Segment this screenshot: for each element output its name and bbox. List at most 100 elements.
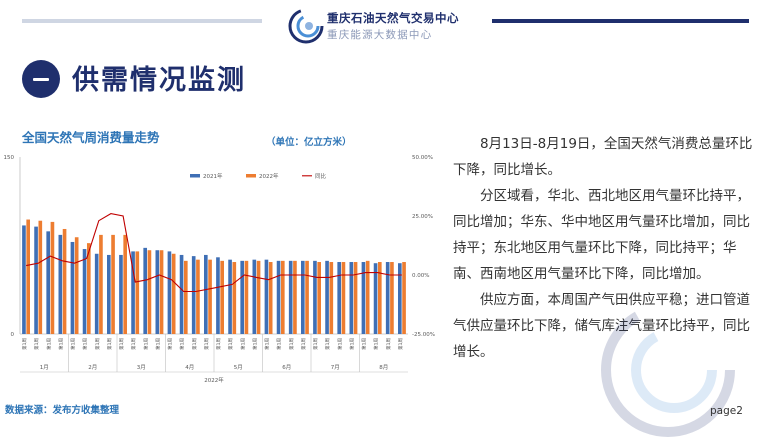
- bar-2021: [179, 254, 184, 334]
- paragraph-supply: 供应方面，本周国产气田供应平稳；进口管道气供应量环比下降，储气库注气量环比持平，…: [453, 292, 750, 360]
- bar-2021: [46, 231, 51, 334]
- org-name: 重庆石油天然气交易中心: [327, 11, 459, 25]
- bar-2021: [228, 259, 232, 334]
- header-right-bar: [492, 19, 749, 23]
- week-tick-label: 第1周: [288, 338, 295, 350]
- week-tick-label: 第1周: [397, 338, 404, 350]
- bar-2021: [70, 241, 75, 334]
- week-tick-label: 第1周: [227, 338, 234, 350]
- y-left-tick-label: 150: [4, 155, 15, 161]
- legend-swatch: [190, 174, 200, 178]
- bar-2021: [119, 254, 123, 334]
- org-subtitle: 重庆能源大数据中心: [327, 29, 433, 41]
- week-tick-label: 第1周: [130, 338, 137, 350]
- bar-2022: [377, 262, 382, 334]
- bar-2021: [373, 263, 378, 334]
- bar-2022: [220, 260, 224, 334]
- week-tick-label: 第1周: [45, 338, 52, 350]
- bar-2022: [38, 220, 43, 334]
- week-tick-label: 第1周: [276, 338, 283, 350]
- section-badge: [22, 60, 60, 98]
- bar-2021: [276, 260, 281, 334]
- week-tick-label: 第1周: [348, 338, 355, 350]
- bar-2022: [256, 260, 261, 334]
- legend-swatch: [246, 174, 256, 178]
- chart-unit: （单位：亿立方米）: [266, 137, 352, 148]
- bar-2022: [135, 251, 140, 334]
- bar-2021: [94, 253, 99, 334]
- week-tick-label: 第1周: [215, 338, 222, 350]
- chart-title: 全国天然气周消费量走势: [22, 130, 160, 145]
- legend-label: 2021年: [203, 172, 223, 180]
- bar-2021: [107, 254, 111, 334]
- week-tick-label: 第1周: [300, 338, 307, 350]
- week-tick-label: 第1周: [106, 338, 113, 350]
- y-right-tick-label: 25.00%: [412, 214, 433, 220]
- bar-2022: [50, 221, 55, 334]
- bar-2021: [288, 260, 293, 334]
- week-tick-label: 第1周: [251, 338, 258, 350]
- legend-label: 同比: [315, 172, 327, 180]
- bar-2022: [280, 260, 285, 334]
- week-tick-label: 第1周: [373, 338, 380, 350]
- bar-2022: [74, 237, 79, 334]
- data-source: 数据来源：发布方收集整理: [5, 405, 120, 416]
- y-left-tick-label: 0: [11, 332, 15, 338]
- bar-2022: [402, 262, 406, 334]
- week-tick-label: 第1周: [57, 338, 64, 350]
- week-tick-label: 第1周: [361, 338, 368, 350]
- month-label: 8月: [379, 364, 388, 371]
- week-tick-label: 第1周: [70, 338, 77, 350]
- bar-2021: [361, 262, 366, 334]
- bar-2021: [204, 254, 208, 334]
- bar-2021: [398, 263, 402, 334]
- bar-2022: [317, 262, 321, 334]
- week-tick-label: 第1周: [203, 338, 210, 350]
- week-tick-label: 第1周: [385, 338, 392, 350]
- bar-2022: [353, 262, 358, 334]
- week-tick-label: 第1周: [82, 338, 89, 350]
- month-label: 5月: [234, 364, 243, 371]
- week-tick-label: 第1周: [33, 338, 40, 350]
- bar-2022: [183, 260, 188, 334]
- month-label: 6月: [282, 364, 291, 371]
- bar-2021: [143, 247, 148, 334]
- org-logo-icon: [288, 8, 324, 44]
- bar-2022: [390, 262, 394, 334]
- bar-2022: [99, 234, 103, 334]
- bar-2022: [268, 262, 273, 334]
- bar-2022: [159, 250, 164, 334]
- month-label: 3月: [137, 364, 146, 371]
- y-right-tick-label: 50.00%: [412, 155, 433, 161]
- week-tick-label: 第1周: [167, 338, 174, 350]
- bar-2021: [216, 257, 220, 334]
- bar-2021: [58, 234, 63, 334]
- bar-2021: [155, 250, 160, 334]
- bar-2022: [341, 262, 346, 334]
- month-label: 1月: [40, 364, 49, 371]
- bar-2022: [147, 250, 152, 334]
- x-axis-year-label: 2022年: [204, 376, 224, 384]
- bar-2022: [86, 243, 91, 334]
- bar-2022: [208, 259, 212, 334]
- summary-text: 8月13日-8月19日，全国天然气消费总量环比下降，同比增长。 分区域看，华北、…: [453, 131, 753, 365]
- bar-2021: [385, 262, 390, 334]
- week-tick-label: 第1周: [191, 338, 198, 350]
- bar-2021: [301, 260, 305, 334]
- bar-2022: [62, 228, 67, 334]
- page-number: page2: [710, 405, 743, 417]
- bar-2021: [349, 262, 354, 334]
- bar-2022: [26, 219, 30, 334]
- bar-2021: [22, 225, 26, 334]
- bar-2021: [325, 260, 329, 334]
- yoy-line: [25, 213, 402, 293]
- bar-2021: [167, 251, 172, 334]
- week-tick-label: 第1周: [21, 338, 28, 350]
- bar-2021: [82, 249, 87, 334]
- bar-2021: [34, 226, 38, 334]
- bar-2022: [244, 260, 249, 334]
- month-label: 4月: [185, 364, 194, 371]
- paragraph-demand: 8月13日-8月19日，全国天然气消费总量环比下降，同比增长。: [453, 136, 753, 178]
- legend-label: 2022年: [259, 172, 279, 180]
